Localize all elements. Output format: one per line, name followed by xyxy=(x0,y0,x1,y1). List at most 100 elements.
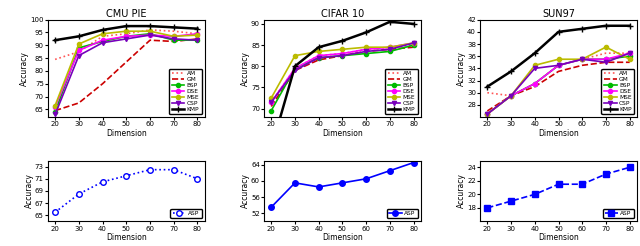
KMP xyxy=(268,147,275,150)
Line: BSP: BSP xyxy=(485,54,632,116)
AM xyxy=(315,54,323,57)
ASP xyxy=(291,181,299,184)
MSE xyxy=(146,30,154,33)
MSE xyxy=(99,32,106,35)
AM xyxy=(579,58,586,61)
Line: AM: AM xyxy=(487,53,630,96)
GM xyxy=(146,39,154,42)
DSE xyxy=(99,39,106,42)
KMP xyxy=(146,25,154,28)
DSE xyxy=(362,48,370,51)
Line: MSE: MSE xyxy=(485,45,632,116)
DSE xyxy=(579,58,586,61)
Line: ASP: ASP xyxy=(268,160,417,210)
GM xyxy=(315,58,323,61)
MSE xyxy=(555,58,563,61)
AM xyxy=(99,35,106,38)
CSP xyxy=(626,52,634,55)
BSP xyxy=(75,46,83,49)
Legend: AM, GM, BSP, DSE, MSE, CSP, KMP: AM, GM, BSP, DSE, MSE, CSP, KMP xyxy=(602,69,634,114)
BSP xyxy=(483,112,491,115)
KMP xyxy=(170,26,177,29)
ASP xyxy=(51,211,59,214)
Line: CSP: CSP xyxy=(53,33,200,117)
CSP xyxy=(315,56,323,59)
AM xyxy=(483,91,491,94)
BSP xyxy=(99,40,106,43)
DSE xyxy=(555,64,563,67)
KMP xyxy=(315,46,323,49)
CSP xyxy=(170,37,177,40)
KMP xyxy=(579,27,586,30)
Legend: ASP: ASP xyxy=(170,209,202,218)
CSP xyxy=(483,112,491,115)
BSP xyxy=(146,32,154,35)
Y-axis label: Accuracy: Accuracy xyxy=(457,51,466,86)
GM xyxy=(291,69,299,72)
BSP xyxy=(339,54,346,57)
DSE xyxy=(194,32,202,35)
ASP xyxy=(194,177,202,180)
DSE xyxy=(531,82,539,85)
GM xyxy=(339,54,346,57)
KMP xyxy=(99,29,106,31)
Y-axis label: Accuracy: Accuracy xyxy=(457,173,466,208)
MSE xyxy=(626,58,634,61)
DSE xyxy=(508,94,515,97)
ASP xyxy=(531,193,539,196)
X-axis label: Dimension: Dimension xyxy=(322,233,363,242)
GM xyxy=(555,70,563,73)
Line: KMP: KMP xyxy=(484,23,632,89)
DSE xyxy=(122,35,130,38)
CSP xyxy=(75,54,83,57)
ASP xyxy=(268,206,275,209)
KMP xyxy=(362,31,370,34)
X-axis label: Dimension: Dimension xyxy=(106,129,147,138)
ASP xyxy=(579,183,586,186)
ASP xyxy=(75,193,83,196)
GM xyxy=(170,40,177,43)
CSP xyxy=(602,61,610,64)
ASP xyxy=(386,169,394,172)
Y-axis label: Accuracy: Accuracy xyxy=(241,173,250,208)
AM xyxy=(531,82,539,85)
AM xyxy=(386,46,394,49)
MSE xyxy=(339,48,346,51)
CSP xyxy=(99,41,106,44)
GM xyxy=(483,109,491,112)
MSE xyxy=(362,46,370,49)
DSE xyxy=(51,105,59,108)
MSE xyxy=(386,46,394,49)
GM xyxy=(531,85,539,88)
DSE xyxy=(339,52,346,55)
DSE xyxy=(626,52,634,55)
AM xyxy=(170,30,177,33)
CSP xyxy=(531,67,539,70)
DSE xyxy=(268,101,275,104)
KMP xyxy=(555,30,563,33)
KMP xyxy=(410,22,417,25)
CSP xyxy=(291,69,299,72)
BSP xyxy=(410,44,417,46)
X-axis label: Dimension: Dimension xyxy=(106,233,147,242)
GM xyxy=(362,50,370,53)
CSP xyxy=(146,33,154,36)
Title: CIFAR 10: CIFAR 10 xyxy=(321,9,364,19)
KMP xyxy=(122,25,130,28)
CSP xyxy=(339,54,346,57)
BSP xyxy=(122,35,130,38)
BSP xyxy=(531,82,539,85)
DSE xyxy=(146,33,154,36)
AM xyxy=(194,32,202,35)
MSE xyxy=(602,46,610,48)
CSP xyxy=(194,39,202,42)
KMP xyxy=(626,24,634,27)
ASP xyxy=(170,168,177,171)
ASP xyxy=(626,166,634,169)
MSE xyxy=(291,54,299,57)
ASP xyxy=(146,168,154,171)
AM xyxy=(51,58,59,61)
MSE xyxy=(508,94,515,97)
KMP xyxy=(483,85,491,88)
BSP xyxy=(626,55,634,58)
